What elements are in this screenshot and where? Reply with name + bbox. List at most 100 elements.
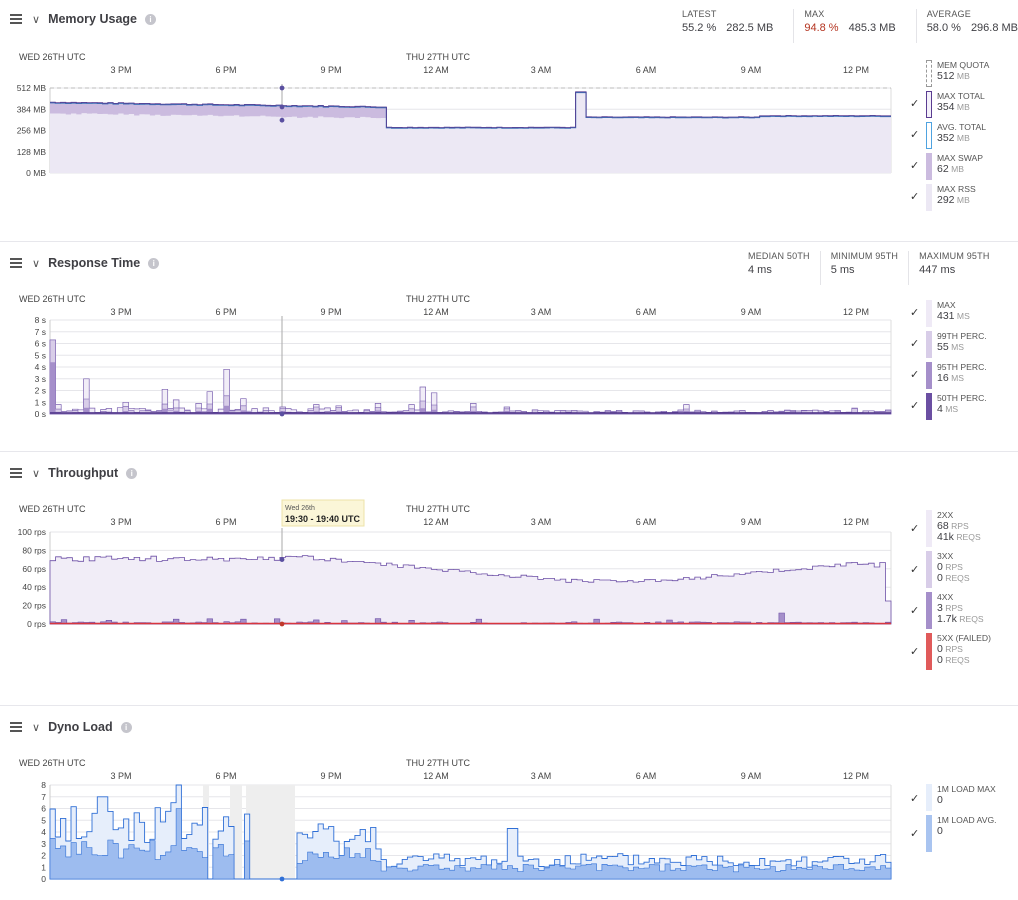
legend-label: 50TH PERC. — [937, 393, 987, 403]
time-label: 6 PM — [215, 307, 236, 317]
stat-label: AVERAGE — [926, 9, 971, 19]
y-tick-label: 0 s — [35, 409, 46, 419]
panel-title: Throughput — [48, 466, 119, 480]
stat-value: 485.3 MB — [848, 22, 896, 34]
legend-item[interactable]: ✓ MAX RSS 292 MB — [910, 184, 1015, 215]
time-label: 6 PM — [215, 65, 236, 75]
rps-2xx-area — [49, 555, 892, 625]
stat-value: 55.2 % — [682, 22, 717, 34]
chevron-down-icon[interactable]: ∨ — [32, 721, 41, 734]
dyno-chart[interactable]: WED 26TH UTC THU 27TH UTC 3 PM 6 PM 9 PM 12 A… — [0, 750, 905, 898]
y-tick-label: 6 s — [35, 339, 46, 349]
day-label: WED 26TH UTC — [19, 504, 86, 514]
legend-swatch — [926, 60, 932, 87]
chevron-down-icon[interactable]: ∨ — [32, 467, 41, 480]
time-label: 3 PM — [110, 65, 131, 75]
check-icon[interactable]: ✓ — [910, 646, 920, 658]
legend-item[interactable]: ✓ MAX SWAP 62 MB — [910, 153, 1015, 184]
legend-item[interactable]: ✓ AVG. TOTAL 352 MB — [910, 122, 1015, 153]
time-label: 12 AM — [423, 65, 449, 75]
legend-item[interactable]: ✓ 95TH PERC. 16 ms — [910, 362, 1015, 393]
stat-label: MEDIAN 50TH — [748, 251, 810, 261]
time-label: 3 AM — [531, 517, 552, 527]
time-label: 12 PM — [843, 65, 869, 75]
legend-item[interactable]: ✓ 99TH PERC. 55 ms — [910, 331, 1015, 362]
check-icon[interactable]: ✓ — [910, 828, 920, 840]
legend-value: 55 — [937, 341, 949, 353]
legend-item[interactable]: ✓ 1M LOAD AVG. 0 — [910, 815, 1015, 856]
time-label: 12 PM — [843, 517, 869, 527]
response-legend: ✓ MAX 431 ms ✓ 99TH PERC. 55 ms ✓ 95TH P… — [910, 300, 1015, 424]
time-label: 9 PM — [320, 771, 341, 781]
response-chart[interactable]: WED 26TH UTC THU 27TH UTC 3 PM 6 PM 9 PM 12 A… — [0, 286, 905, 426]
info-icon[interactable]: i — [120, 721, 132, 733]
check-icon[interactable]: ✓ — [910, 98, 920, 110]
legend-unit: ms — [945, 404, 959, 414]
chevron-down-icon[interactable]: ∨ — [32, 257, 41, 270]
check-icon[interactable]: ✓ — [910, 338, 920, 350]
dyno-panel: ∨ Dyno Load i WED 26TH UTC THU 27TH UTC 3 … — [0, 706, 1018, 900]
legend-value: 16 — [937, 372, 949, 384]
legend-item[interactable]: ✓ 4XX 3 rps 1.7k reqs — [910, 592, 1015, 633]
menu-icon[interactable] — [10, 14, 22, 24]
legend-value: 292 — [937, 194, 955, 206]
stat-value: 58.0 % — [926, 22, 961, 34]
legend-label: MAX TOTAL — [937, 91, 985, 101]
legend-item[interactable]: ✓ MAX 431 ms — [910, 300, 1015, 331]
legend-label: 5XX (FAILED) — [937, 633, 991, 643]
menu-icon[interactable] — [10, 258, 22, 268]
legend-item[interactable]: ✓ 3XX 0 rps 0 reqs — [910, 551, 1015, 592]
check-icon[interactable]: ✓ — [910, 369, 920, 381]
day-label: WED 26TH UTC — [19, 294, 86, 304]
legend-item[interactable]: ✓ 1M LOAD MAX 0 — [910, 784, 1015, 815]
legend-value: 354 — [937, 101, 955, 113]
legend-unit: rps — [945, 603, 963, 613]
dyno-legend: ✓ 1M LOAD MAX 0 ✓ 1M LOAD AVG. 0 — [910, 784, 1015, 856]
legend-item[interactable]: ✓ 50TH PERC. 4 ms — [910, 393, 1015, 424]
max-area — [49, 339, 892, 415]
legend-item[interactable]: ✓ 2XX 68 rps 41k reqs — [910, 510, 1015, 551]
y-tick-label: 60 rps — [22, 564, 46, 574]
memory-chart[interactable]: WED 26TH UTC THU 27TH UTC 3 PM 6 PM 9 PM 12 A… — [0, 44, 905, 234]
time-label: 6 AM — [636, 65, 657, 75]
legend-unit: reqs — [945, 573, 970, 583]
info-icon[interactable]: i — [148, 257, 160, 269]
check-icon[interactable]: ✓ — [910, 160, 920, 172]
legend-item[interactable]: ✓ MAX TOTAL 354 MB — [910, 91, 1015, 122]
stat-value: 447 ms — [919, 264, 956, 276]
stat-max95: MAXIMUM 95TH 447 ms — [908, 251, 999, 285]
y-tick-label: 8 s — [35, 315, 46, 325]
menu-icon[interactable] — [10, 468, 22, 478]
stat-value: 94.8 % — [804, 22, 839, 34]
y-tick-label: 8 — [41, 780, 46, 790]
check-icon[interactable]: ✓ — [910, 307, 920, 319]
legend-value: 0 — [937, 561, 943, 573]
time-label: 9 PM — [320, 65, 341, 75]
menu-icon[interactable] — [10, 722, 22, 732]
legend-value: 62 — [937, 163, 949, 175]
legend-item[interactable]: ✓ 5XX (FAILED) 0 rps 0 reqs — [910, 633, 1015, 674]
day-label: WED 26TH UTC — [19, 758, 86, 768]
check-icon[interactable]: ✓ — [910, 400, 920, 412]
y-tick-label: 384 MB — [17, 104, 47, 114]
time-label: 9 AM — [741, 771, 762, 781]
legend-label: AVG. TOTAL — [937, 122, 987, 132]
y-tick-label: 4 s — [35, 362, 46, 372]
info-icon[interactable]: i — [145, 13, 156, 25]
check-icon[interactable]: ✓ — [910, 793, 920, 805]
check-icon[interactable]: ✓ — [910, 564, 920, 576]
check-icon[interactable]: ✓ — [910, 129, 920, 141]
info-icon[interactable]: i — [126, 467, 138, 479]
legend-unit: ms — [951, 373, 964, 383]
check-icon[interactable]: ✓ — [910, 605, 920, 617]
legend-item[interactable]: MEM QUOTA 512 MB — [910, 60, 1015, 91]
check-icon[interactable]: ✓ — [910, 191, 920, 203]
stat-label: MAXIMUM 95TH — [919, 251, 990, 261]
legend-label: 99TH PERC. — [937, 331, 987, 341]
y-tick-label: 512 MB — [17, 83, 47, 93]
check-icon[interactable]: ✓ — [910, 523, 920, 535]
time-label: 6 AM — [636, 771, 657, 781]
y-tick-label: 40 rps — [22, 582, 46, 592]
chevron-down-icon[interactable]: ∨ — [32, 13, 41, 26]
